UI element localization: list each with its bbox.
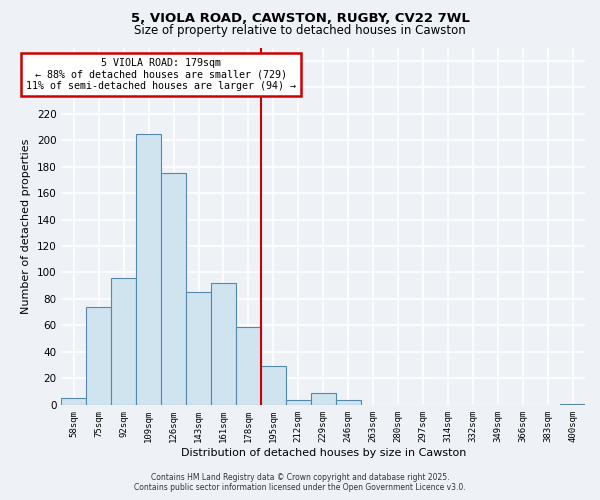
Text: 5 VIOLA ROAD: 179sqm
← 88% of detached houses are smaller (729)
11% of semi-deta: 5 VIOLA ROAD: 179sqm ← 88% of detached h… <box>26 58 296 92</box>
Bar <box>186 292 211 405</box>
Bar <box>560 404 585 405</box>
Bar <box>311 393 335 405</box>
Bar <box>136 134 161 405</box>
Text: Size of property relative to detached houses in Cawston: Size of property relative to detached ho… <box>134 24 466 37</box>
Bar <box>61 398 86 405</box>
Text: Contains HM Land Registry data © Crown copyright and database right 2025.
Contai: Contains HM Land Registry data © Crown c… <box>134 473 466 492</box>
Bar <box>335 400 361 405</box>
Bar <box>236 326 261 405</box>
Bar <box>111 278 136 405</box>
Bar <box>286 400 311 405</box>
Bar <box>261 366 286 405</box>
Text: 5, VIOLA ROAD, CAWSTON, RUGBY, CV22 7WL: 5, VIOLA ROAD, CAWSTON, RUGBY, CV22 7WL <box>131 12 469 26</box>
X-axis label: Distribution of detached houses by size in Cawston: Distribution of detached houses by size … <box>181 448 466 458</box>
Bar <box>161 173 186 405</box>
Bar <box>211 283 236 405</box>
Bar <box>86 307 111 405</box>
Y-axis label: Number of detached properties: Number of detached properties <box>21 138 31 314</box>
